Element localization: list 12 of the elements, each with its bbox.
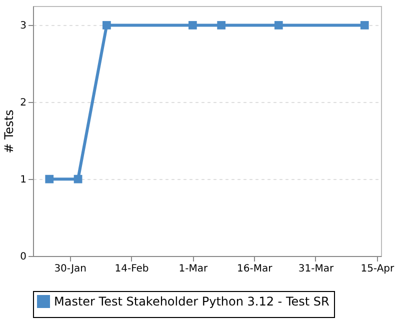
y-tick-label: 3: [20, 20, 26, 32]
y-tick-label: 2: [20, 98, 26, 109]
x-tick-label: 1-Mar: [178, 264, 208, 274]
x-tick-label: 14-Feb: [114, 264, 149, 274]
x-tick-label: 30-Jan: [54, 264, 87, 274]
x-tick-label: 16-Mar: [236, 264, 274, 274]
y-axis-title: # Tests: [2, 110, 16, 154]
x-tick-label: 31-Mar: [298, 264, 334, 274]
y-tick-label: 0: [20, 252, 26, 262]
y-tick-label: 1: [20, 174, 26, 186]
x-tick-label: 15-Apr: [360, 264, 395, 274]
legend-label: Master Test Stakeholder Python 3.12 - Test SR: [54, 294, 330, 308]
